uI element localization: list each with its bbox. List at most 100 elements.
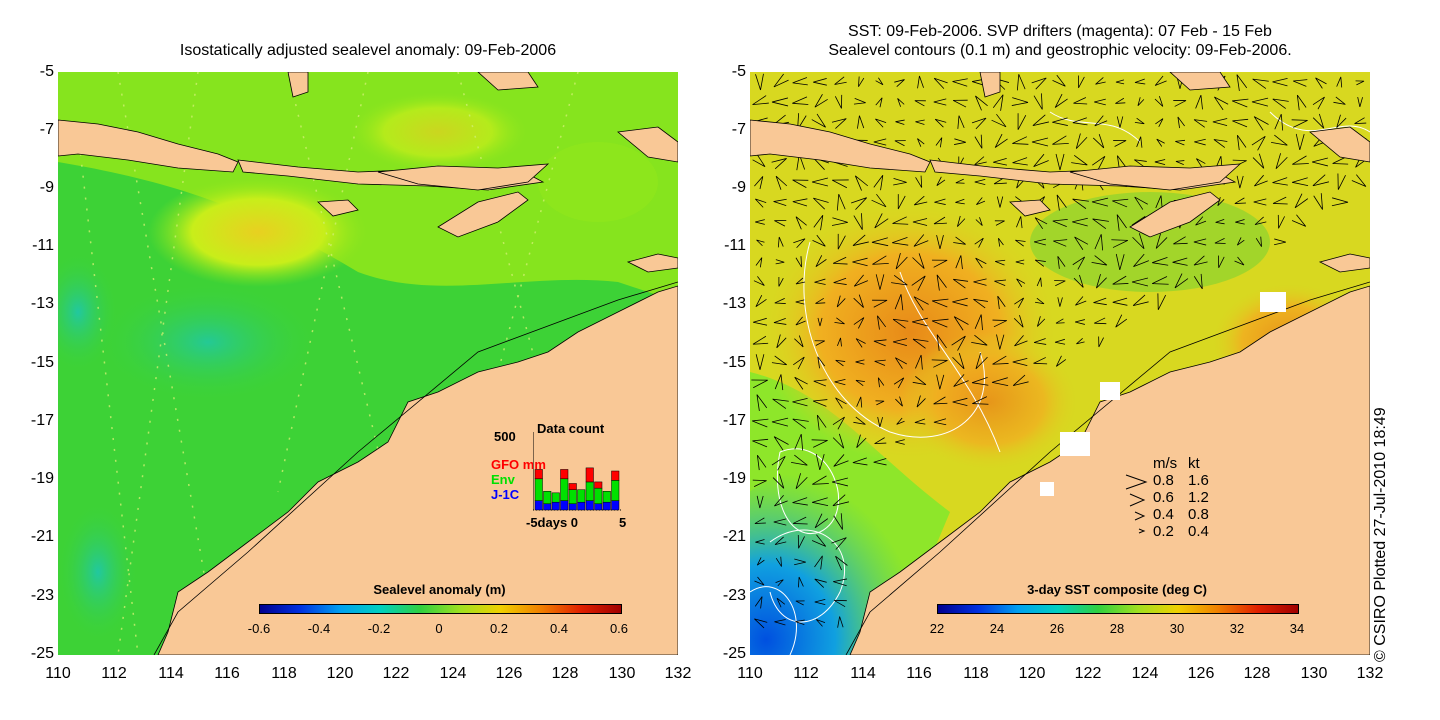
velocity-vector	[991, 377, 1009, 387]
velocity-legend-kt-header: kt	[1188, 455, 1200, 472]
left-y-tick: -15	[30, 354, 54, 371]
velocity-vector	[912, 317, 928, 327]
credit-text: © CSIRO Plotted 27-Jul-2010 18:49	[1372, 407, 1389, 662]
velocity-vector	[935, 137, 943, 148]
velocity-vector	[1173, 236, 1188, 245]
velocity-vector	[852, 234, 869, 246]
velocity-vector	[795, 256, 802, 268]
velocity-vector	[976, 197, 986, 206]
velocity-vector	[756, 239, 765, 247]
velocity-vector	[1194, 138, 1206, 146]
left-x-tick: 110	[45, 665, 71, 682]
velocity-vector	[832, 494, 850, 507]
velocity-vector	[1033, 338, 1047, 345]
velocity-vector	[1274, 238, 1286, 246]
velocity-vector	[875, 77, 884, 86]
velocity-vector	[1115, 97, 1126, 104]
velocity-vector	[931, 359, 948, 368]
right-colorbar-label: 32	[1229, 621, 1245, 636]
left-y-tick: -25	[30, 645, 54, 662]
velocity-vector	[774, 494, 788, 507]
right-x-tick: 130	[1300, 665, 1328, 682]
data-count-x-end-label: 5	[619, 515, 627, 530]
velocity-vector	[856, 396, 863, 408]
left-x-tick: 122	[382, 665, 410, 682]
velocity-vector	[872, 255, 889, 265]
velocity-vector	[793, 356, 805, 370]
left-y-tick: -11	[32, 237, 54, 254]
velocity-vector	[755, 198, 767, 208]
velocity-vector	[916, 395, 926, 408]
velocity-vector	[1172, 257, 1188, 266]
data-count-title: Data count	[537, 421, 605, 436]
velocity-vector	[1255, 236, 1262, 247]
velocity-vector	[1312, 157, 1329, 167]
right-y-tick: -25	[722, 645, 746, 662]
velocity-vector	[1251, 135, 1266, 151]
left-colorbar-label: 0	[435, 621, 443, 636]
velocity-vector	[814, 513, 829, 529]
velocity-vector	[833, 513, 843, 530]
velocity-vector	[911, 275, 926, 291]
velocity-vector	[1057, 297, 1063, 307]
velocity-vector	[972, 396, 989, 405]
velocity-vector	[774, 297, 786, 304]
velocity-vector	[752, 479, 767, 488]
velocity-vector	[1157, 293, 1167, 310]
velocity-vector	[894, 294, 904, 311]
velocity-vector	[817, 317, 823, 327]
velocity-legend-ms: 0.6	[1153, 489, 1174, 506]
velocity-vector	[1054, 280, 1066, 287]
right-y-tick: -21	[722, 528, 746, 545]
velocity-vector	[974, 314, 983, 331]
velocity-vector	[996, 334, 1005, 350]
velocity-vector	[833, 578, 848, 587]
velocity-vector	[794, 376, 808, 390]
velocity-legend-ms: 0.4	[1153, 506, 1174, 523]
right-colorbar-label: 26	[1049, 621, 1065, 636]
velocity-vector	[858, 76, 865, 87]
velocity-vector	[934, 118, 947, 128]
velocity-vector	[873, 138, 887, 146]
velocity-vector	[1095, 77, 1106, 85]
velocity-vector	[1073, 97, 1088, 105]
velocity-vector	[1013, 315, 1024, 328]
sst-map	[750, 72, 1370, 655]
velocity-vector	[831, 217, 848, 226]
velocity-vector	[1031, 77, 1047, 90]
velocity-vector	[1336, 114, 1347, 128]
data-count-bar	[602, 501, 611, 511]
velocity-vector	[1253, 198, 1267, 206]
velocity-vector	[955, 198, 965, 205]
velocity-vector	[833, 599, 847, 608]
velocity-vector	[857, 115, 865, 129]
right-y-tick: -11	[724, 237, 746, 254]
velocity-vector	[953, 278, 969, 289]
velocity-vector	[1014, 297, 1025, 309]
velocity-vector	[892, 338, 908, 346]
velocity-vector	[1337, 173, 1346, 190]
velocity-vector	[1036, 316, 1046, 327]
velocity-vector	[756, 557, 765, 566]
velocity-vector	[1154, 96, 1164, 107]
velocity-vector	[813, 215, 824, 231]
velocity-vector	[1235, 219, 1245, 225]
data-count-bar	[585, 467, 594, 483]
velocity-vector	[1292, 155, 1309, 165]
left-x-tick: 126	[495, 665, 523, 682]
velocity-vector	[834, 317, 845, 325]
velocity-vector	[1035, 297, 1045, 305]
velocity-vector	[774, 220, 787, 227]
velocity-vector	[1174, 273, 1189, 289]
velocity-vector	[835, 555, 848, 571]
velocity-vector	[871, 193, 887, 208]
velocity-vector	[1134, 196, 1148, 210]
velocity-vector	[773, 73, 789, 88]
velocity-vector	[834, 76, 847, 85]
velocity-vector	[1092, 134, 1105, 149]
right-x-tick: 120	[1018, 665, 1046, 682]
velocity-vector	[1075, 319, 1085, 325]
velocity-vector	[773, 518, 787, 526]
velocity-vector	[794, 433, 804, 451]
velocity-vector	[814, 340, 825, 346]
